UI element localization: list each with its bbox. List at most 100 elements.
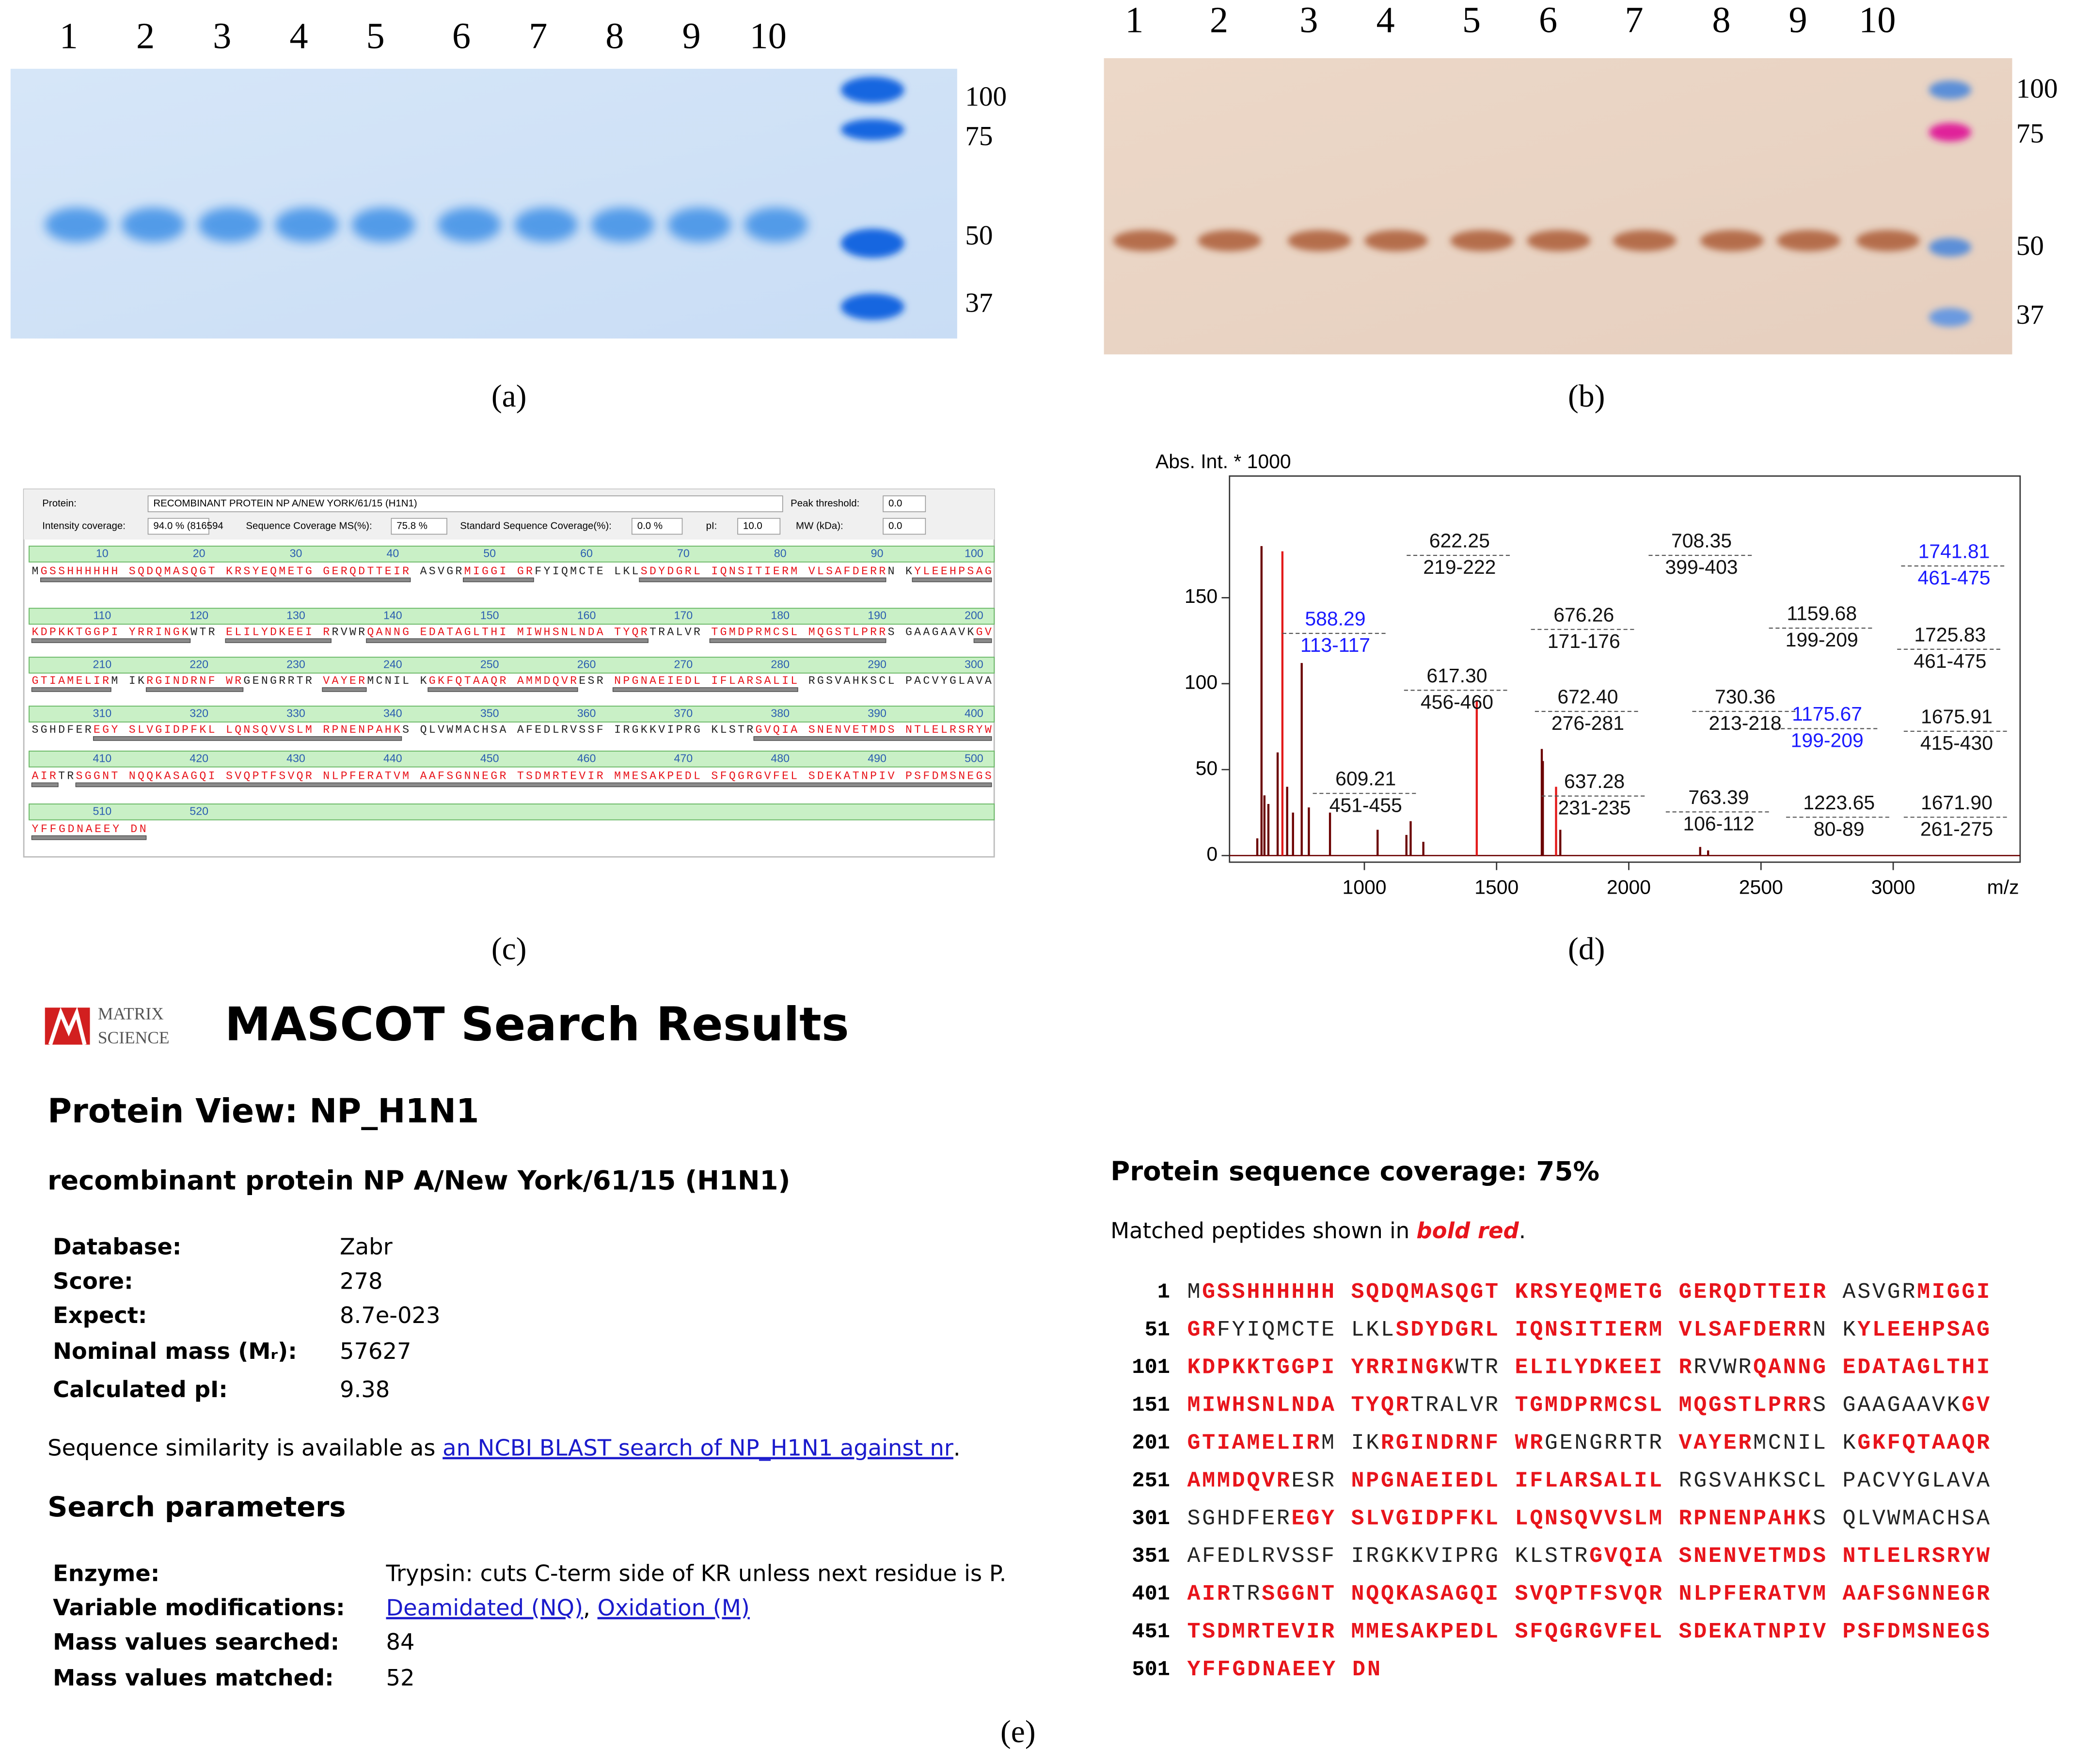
marker-label: 50 <box>965 220 993 251</box>
sequence-segment: GTIAMELIR <box>1187 1431 1319 1455</box>
field-value: 278 <box>340 1268 382 1294</box>
ruler-number: 430 <box>286 752 305 764</box>
coverage-bar <box>31 782 59 788</box>
field-box <box>737 518 781 535</box>
ruler-number: 10 <box>96 547 109 559</box>
field-box <box>147 495 783 512</box>
field-label: Nominal mass (Mᵣ): <box>53 1338 297 1364</box>
field-box <box>391 518 447 535</box>
ruler-number: 370 <box>674 707 693 720</box>
sequence-segment: RGINDRNF WR <box>146 675 241 687</box>
lane-label: 3 <box>213 15 231 56</box>
link[interactable]: an NCBI BLAST search of NP_H1N1 against … <box>443 1434 954 1461</box>
sequence-segment: NPGNAEIEDL IFLARSALIL <box>614 675 797 687</box>
sequence-segment: VAYER <box>323 675 365 687</box>
link[interactable]: Deamidated (NQ) <box>386 1594 583 1621</box>
ruler-number: 400 <box>965 707 983 720</box>
sequence-segment: MCNIL K <box>367 675 427 687</box>
line-number: 51 <box>1145 1318 1170 1342</box>
field-value: 57627 <box>340 1338 411 1364</box>
ruler-number: 180 <box>771 609 790 622</box>
sequence-segment: GSSHHHHHH SQDQMASQGT KRSYEQMETG GERQDTTE… <box>1202 1280 1826 1305</box>
sequence-line: SGHDFER EGY SLVGIDPFKL LQNSQVVSLM RPNENPA… <box>1187 1506 1990 1531</box>
sequence-segment: GVQIA SNENVETMDS NTLELRSRYW <box>755 724 991 736</box>
text: . <box>953 1434 961 1461</box>
peak-mass: 1725.83 <box>1914 623 1986 646</box>
ruler-number: 110 <box>93 609 111 622</box>
ruler-number: 40 <box>386 547 399 559</box>
field-value: Zabr <box>340 1233 393 1260</box>
sequence-segment: GVQIA SNENVETMDS NTLELRSRYW <box>1589 1544 1990 1569</box>
logo-mark <box>48 1007 87 1045</box>
ruler-number: 350 <box>480 707 499 720</box>
link[interactable]: Oxidation (M) <box>598 1594 750 1621</box>
peak-mass: 672.40 <box>1557 686 1618 708</box>
lane-label: 5 <box>1462 0 1481 41</box>
ruler-bar <box>29 706 995 723</box>
sequence-segment: TRALVR <box>1410 1393 1513 1418</box>
sequence-segment: GTIAMELIR <box>32 675 109 687</box>
lane-label: 6 <box>452 15 471 56</box>
text: Sequence similarity is available as <box>47 1434 443 1461</box>
ruler-number: 320 <box>190 707 208 720</box>
ruler-number: 270 <box>674 658 693 671</box>
field-label: Score: <box>53 1268 133 1294</box>
ruler-number: 330 <box>286 707 305 720</box>
protein-band <box>1527 230 1591 252</box>
line-number: 101 <box>1132 1356 1170 1380</box>
protein-band <box>1613 230 1677 252</box>
sequence-line: AIR TR SGGNT NQQKASAGQI SVQPTFSVQR NLPFERA… <box>1187 1582 1990 1606</box>
marker-band <box>840 119 904 141</box>
marker-label: 100 <box>2016 73 2058 104</box>
sequence-segment: SGGNT NQQKASAGQI SVQPTFSVQR NLPFERATVM A… <box>1262 1582 1990 1606</box>
sequence-segment: TR <box>1232 1582 1260 1606</box>
coverage-bar <box>709 638 886 643</box>
sequence-line: M GSSHHHHHH SQDQMASQGT KRSYEQMETG GERQDTT… <box>32 565 991 578</box>
sequence-line: AIR TR SGGNT NQQKASAGQI SVQPTFSVQR NLPFERA… <box>32 770 991 783</box>
field-value: 8.7e-023 <box>340 1302 440 1328</box>
sequence-segment: M <box>32 565 38 578</box>
peak-mass: 676.26 <box>1553 603 1614 626</box>
lane-label: 8 <box>1712 0 1730 41</box>
ruler-bar <box>29 657 995 674</box>
sequence-segment: S GAAGAAVK <box>1813 1393 1960 1418</box>
peak-mass: 1741.81 <box>1918 540 1990 562</box>
sequence-segment: GKFQTAAQR <box>1857 1431 1990 1455</box>
ruler-number: 230 <box>286 658 305 671</box>
sequence-segment: EGY SLVGIDPFKL LQNSQVVSLM RPNENPAHK <box>94 724 400 736</box>
protein-description: recombinant protein NP A/New York/61/15 … <box>47 1165 790 1196</box>
param-value: Trypsin: cuts C-term side of KR unless n… <box>385 1560 1006 1586</box>
coverage-bar <box>31 638 191 643</box>
ruler-number: 390 <box>868 707 886 720</box>
panel-caption: (c) <box>491 932 527 967</box>
sequence-line: AFEDLRVSSF IRGKKVIPRG KLSTR GVQIA SNENVET… <box>1187 1544 1990 1569</box>
lane-label: 4 <box>1377 0 1395 41</box>
ruler-number: 500 <box>965 752 983 764</box>
peak-mass: 1223.65 <box>1803 791 1875 814</box>
x-tick-label: 2000 <box>1607 876 1651 898</box>
sequence-segment: AFEDLRVSSF IRGKKVIPRG KLSTR <box>1187 1544 1587 1569</box>
sequence-segment: MIGGI <box>1917 1280 1990 1305</box>
ruler-number: 120 <box>190 609 208 622</box>
marker-band <box>840 77 904 103</box>
ruler-number: 170 <box>674 609 693 622</box>
sequence-segment: AIR <box>1187 1582 1230 1606</box>
field-value: 0.0 <box>888 498 902 509</box>
marker-label: 75 <box>965 121 993 152</box>
protein-band <box>1287 230 1351 252</box>
ruler-number: 150 <box>480 609 499 622</box>
field-label: Sequence Coverage MS(%): <box>246 520 372 531</box>
ruler-number: 480 <box>771 752 790 764</box>
sequence-line: M GSSHHHHHH SQDQMASQGT KRSYEQMETG GERQDTT… <box>1187 1280 1990 1305</box>
field-value: RECOMBINANT PROTEIN NP A/NEW YORK/61/15 … <box>153 498 417 509</box>
sequence-segment: WTR <box>1456 1355 1513 1380</box>
lane-label: 10 <box>750 15 787 56</box>
line-number: 401 <box>1132 1583 1170 1606</box>
ruler-number: 290 <box>868 658 886 671</box>
section-heading: Search parameters <box>47 1491 346 1523</box>
coverage-bar <box>753 736 992 741</box>
marker-band <box>1929 308 1971 327</box>
protein-band <box>198 207 262 242</box>
sequence-segment: SDYDGRL IQNSITIERM VLSAFDERR <box>1396 1318 1811 1342</box>
logo-text: SCIENCE <box>98 1028 170 1047</box>
